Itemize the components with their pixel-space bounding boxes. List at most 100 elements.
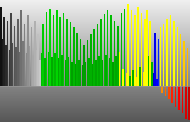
Bar (85, 62, 86, 86)
Bar (78, 60, 80, 86)
Bar (120, 13, 122, 86)
Bar (180, 34, 181, 86)
Bar (80, 39, 81, 86)
Bar (34, 21, 36, 86)
Bar (142, 72, 144, 86)
Bar (19, 52, 20, 86)
Bar (63, 13, 64, 86)
Bar (136, 77, 137, 86)
Bar (17, 19, 19, 86)
Bar (32, 56, 34, 86)
Bar (182, 86, 183, 113)
Bar (15, 47, 17, 86)
Bar (160, 27, 161, 86)
Bar (87, 40, 88, 86)
Bar (102, 60, 103, 86)
Bar (56, 10, 58, 86)
Bar (48, 52, 49, 86)
Bar (65, 60, 66, 86)
Bar (114, 21, 115, 86)
Bar (58, 58, 59, 86)
Bar (53, 15, 54, 86)
Bar (161, 86, 163, 93)
Bar (185, 86, 187, 119)
Bar (116, 56, 117, 86)
Bar (177, 27, 178, 86)
Bar (165, 86, 166, 96)
Bar (119, 52, 120, 86)
Bar (163, 24, 165, 86)
Bar (88, 58, 90, 86)
Bar (171, 86, 173, 103)
Bar (22, 41, 24, 86)
Bar (39, 60, 41, 86)
Bar (168, 86, 169, 99)
Bar (7, 21, 8, 86)
Bar (183, 41, 185, 86)
Bar (76, 33, 78, 86)
Bar (36, 50, 37, 86)
Bar (68, 57, 70, 86)
Bar (127, 4, 129, 86)
Bar (49, 9, 51, 86)
Bar (41, 53, 42, 86)
Bar (59, 17, 61, 86)
Bar (138, 7, 139, 86)
Bar (93, 29, 95, 86)
Bar (158, 39, 159, 86)
Bar (110, 15, 112, 86)
Bar (25, 53, 27, 86)
Bar (21, 10, 22, 86)
Bar (112, 62, 114, 86)
Bar (170, 15, 171, 86)
Bar (117, 26, 119, 86)
Bar (98, 56, 100, 86)
Bar (188, 86, 190, 120)
Bar (105, 55, 107, 86)
Bar (51, 57, 52, 86)
Bar (178, 86, 180, 110)
Bar (90, 34, 92, 86)
Bar (156, 79, 158, 86)
Bar (95, 60, 97, 86)
Bar (97, 24, 98, 86)
Bar (187, 48, 188, 86)
Bar (9, 50, 10, 86)
Bar (0, 7, 2, 86)
Bar (148, 56, 149, 86)
Bar (92, 64, 93, 86)
Bar (151, 62, 153, 86)
Bar (139, 67, 141, 86)
Bar (154, 33, 156, 86)
Bar (104, 14, 105, 86)
Bar (175, 86, 176, 107)
Bar (83, 45, 85, 86)
Bar (10, 13, 12, 86)
Bar (144, 19, 146, 86)
Bar (75, 64, 76, 86)
Bar (126, 73, 127, 86)
Bar (14, 26, 15, 86)
Bar (166, 19, 168, 86)
Bar (71, 62, 73, 86)
Bar (82, 65, 83, 86)
Bar (146, 10, 147, 86)
Bar (141, 13, 142, 86)
Bar (109, 58, 110, 86)
Bar (131, 10, 132, 86)
Bar (61, 55, 63, 86)
Bar (107, 10, 108, 86)
Bar (27, 15, 29, 86)
Bar (173, 21, 175, 86)
Bar (24, 24, 25, 86)
Bar (43, 24, 44, 86)
Bar (70, 22, 71, 86)
Bar (129, 76, 131, 86)
Bar (29, 46, 30, 86)
Bar (46, 12, 48, 86)
Bar (100, 19, 102, 86)
Bar (5, 45, 7, 86)
Bar (12, 43, 13, 86)
Bar (149, 21, 151, 86)
Bar (44, 58, 46, 86)
